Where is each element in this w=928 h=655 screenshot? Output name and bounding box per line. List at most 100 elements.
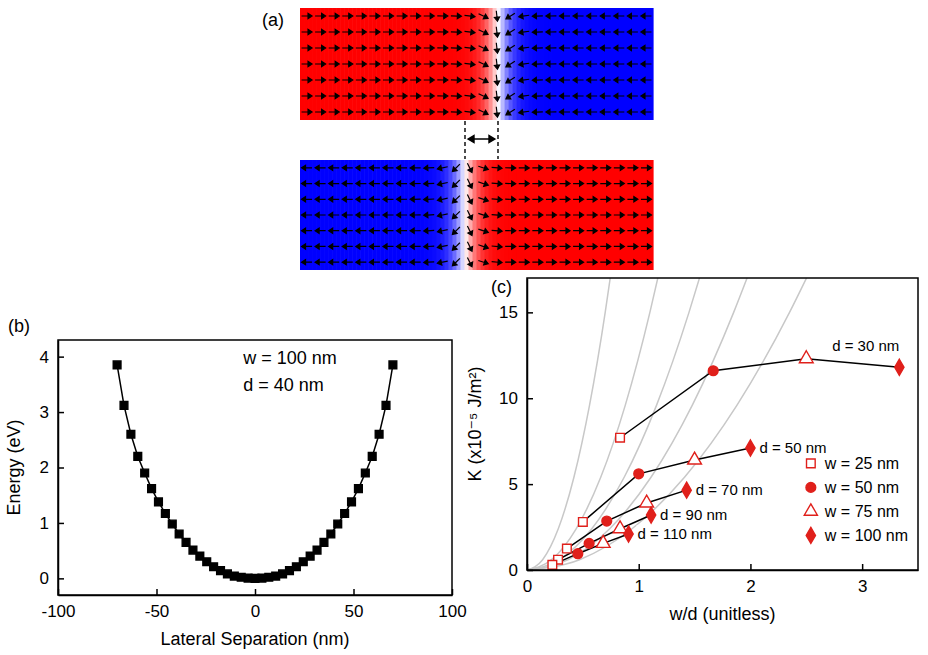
axis: 051015 bbox=[499, 279, 533, 580]
strip-cell bbox=[489, 8, 494, 120]
tick-mark bbox=[156, 589, 158, 595]
magnetization-arrow bbox=[505, 181, 515, 186]
magnetization-arrow bbox=[452, 243, 459, 250]
magnetization-arrow bbox=[424, 181, 434, 186]
magnetization-arrow bbox=[369, 212, 380, 217]
magnetization-arrow bbox=[505, 244, 515, 249]
tick-label: 0 bbox=[523, 577, 532, 596]
dashed-guide bbox=[497, 121, 498, 159]
magnetization-arrow bbox=[467, 210, 472, 219]
magnetization-arrow bbox=[397, 13, 408, 18]
magnetization-arrow bbox=[600, 93, 611, 98]
magnetization-arrow bbox=[560, 228, 571, 233]
magnetization-arrow bbox=[587, 165, 598, 170]
legend-marker bbox=[807, 459, 816, 468]
magnetization-arrow bbox=[479, 46, 488, 51]
magnetization-arrow bbox=[397, 244, 407, 249]
magnetization-arrow bbox=[479, 62, 488, 67]
magnetization-arrow bbox=[546, 13, 556, 18]
annotation: w = 100 nm bbox=[242, 348, 337, 368]
magnetization-arrow bbox=[614, 181, 625, 186]
magnetization-arrow bbox=[302, 29, 313, 34]
magnetization-arrow bbox=[532, 45, 542, 50]
magnetization-arrow bbox=[383, 45, 394, 50]
magnetization-arrow bbox=[329, 244, 340, 249]
magnetization-arrow bbox=[627, 260, 638, 265]
magnetization-arrow bbox=[492, 260, 502, 265]
magnetization-arrow bbox=[383, 165, 394, 170]
magnetization-arrow bbox=[573, 197, 584, 202]
magnetization-arrow bbox=[560, 260, 571, 265]
magnetization-arrow bbox=[410, 45, 421, 50]
data-point bbox=[584, 538, 594, 548]
magnetization-arrow bbox=[397, 29, 408, 34]
magnetization-arrow bbox=[397, 93, 408, 98]
magnetization-arrow bbox=[302, 165, 313, 170]
magnetization-arrow bbox=[627, 212, 638, 217]
magnetization-arrow bbox=[587, 77, 598, 82]
magnetization-arrow bbox=[437, 213, 447, 218]
magnetization-arrow bbox=[627, 197, 638, 202]
magnetization-arrow bbox=[329, 109, 340, 114]
line-label: d = 70 nm bbox=[696, 481, 763, 498]
magnetization-arrow bbox=[600, 77, 611, 82]
strip-cell bbox=[456, 160, 461, 270]
magnetization-arrow bbox=[546, 260, 557, 265]
magnetization-arrow bbox=[356, 109, 367, 114]
plot-area bbox=[113, 361, 397, 582]
magnetization-arrow bbox=[383, 212, 394, 217]
magnetization-arrow bbox=[329, 45, 340, 50]
magnetization-arrow bbox=[546, 228, 557, 233]
tick-mark bbox=[527, 570, 533, 572]
magnetization-arrow bbox=[532, 228, 543, 233]
magnetization-arrow bbox=[532, 29, 542, 34]
annotation: d = 40 nm bbox=[243, 375, 324, 395]
magnetization-arrow bbox=[641, 61, 652, 66]
data-point bbox=[682, 482, 691, 498]
magnetization-arrow bbox=[560, 93, 571, 98]
magnetization-arrow bbox=[467, 242, 472, 251]
magnetization-arrow bbox=[546, 197, 557, 202]
magnetization-arrow bbox=[494, 43, 499, 53]
magnetization-arrow bbox=[356, 29, 367, 34]
tick-mark bbox=[527, 312, 533, 314]
magnetization-arrow bbox=[573, 29, 584, 34]
magnetization-arrow bbox=[641, 244, 652, 249]
magnetization-arrow bbox=[600, 45, 611, 50]
magnetization-arrow bbox=[479, 94, 488, 99]
magnetization-arrow bbox=[437, 109, 447, 114]
magnetization-arrow bbox=[383, 61, 394, 66]
magnetization-arrow bbox=[383, 109, 394, 114]
label-patch bbox=[659, 506, 728, 523]
magnetization-arrow bbox=[342, 45, 353, 50]
label-patch bbox=[695, 481, 764, 498]
magnetization-arrow bbox=[519, 78, 529, 83]
magnetization-arrow bbox=[614, 45, 625, 50]
tick-mark bbox=[862, 564, 864, 570]
plot-frame bbox=[58, 340, 452, 595]
data-point bbox=[313, 546, 321, 554]
magnetization-arrow bbox=[532, 61, 542, 66]
magnetization-arrow bbox=[329, 165, 340, 170]
magnetization-arrow bbox=[467, 226, 472, 235]
magnetization-arrow bbox=[342, 93, 353, 98]
magnetization-arrow bbox=[356, 228, 367, 233]
data-point bbox=[155, 498, 163, 506]
magnetization-arrow bbox=[560, 77, 571, 82]
magnetization-arrow bbox=[369, 244, 380, 249]
tick-mark bbox=[527, 398, 533, 400]
magnetization-arrow bbox=[302, 260, 313, 265]
magnetization-arrow bbox=[315, 93, 326, 98]
magnetization-arrow bbox=[506, 29, 515, 35]
magnetization-arrow bbox=[451, 61, 461, 66]
tick-label: 0 bbox=[251, 602, 260, 621]
magnetization-arrow bbox=[467, 179, 472, 188]
magnetization-arrow bbox=[505, 228, 515, 233]
tick: 100 bbox=[438, 589, 466, 621]
magnetization-arrow bbox=[532, 109, 542, 114]
legend-label: w = 25 nm bbox=[824, 455, 899, 472]
data-point bbox=[708, 366, 718, 376]
magnetization-arrow bbox=[452, 196, 459, 203]
strip-cell bbox=[477, 8, 482, 120]
tick: 0 bbox=[40, 569, 64, 588]
